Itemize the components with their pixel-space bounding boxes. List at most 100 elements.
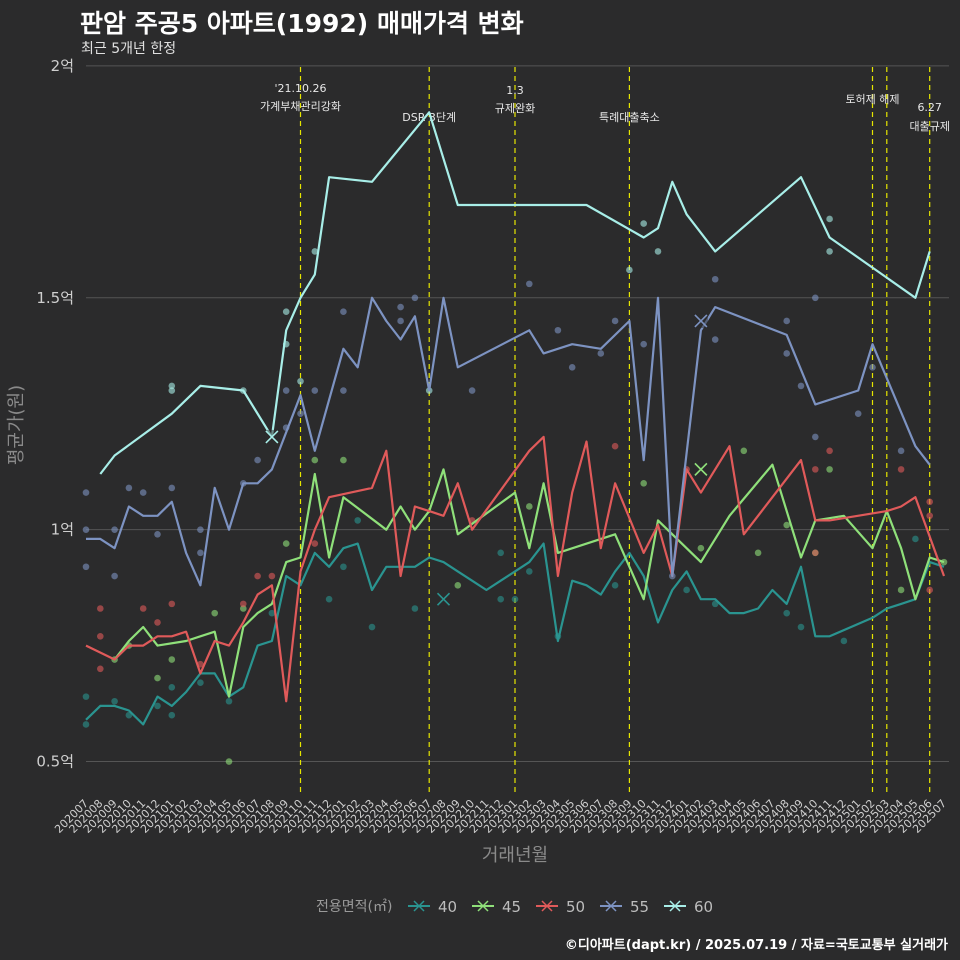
event-label: 6.27: [917, 101, 942, 114]
data-point-55: [711, 336, 719, 343]
data-point-55: [812, 433, 819, 441]
data-point-55: [82, 489, 90, 496]
legend-label: 60: [694, 898, 713, 916]
legend-x-glyph: [413, 900, 425, 912]
data-point-45: [740, 447, 748, 455]
y-axis-title: 평균가(원): [6, 385, 27, 465]
data-point-40: [168, 684, 176, 691]
data-point-50: [812, 466, 819, 473]
legend-item-40: 40: [408, 898, 457, 916]
legend-item-60: 60: [664, 898, 713, 916]
series-line-60: [99, 111, 931, 475]
x-marker-stroke: [436, 592, 451, 606]
data-point-40: [325, 595, 333, 603]
chart-title: 판암 주공5 아파트(1992) 매매가격 변화: [80, 9, 524, 38]
data-point-50: [926, 586, 933, 594]
x-marker-55: [693, 313, 708, 328]
data-point-55: [711, 275, 719, 283]
series-line-55: [86, 296, 931, 587]
data-point-55: [340, 308, 347, 316]
data-point-40: [168, 711, 176, 719]
data-point-40: [82, 721, 90, 728]
data-point-40: [268, 609, 276, 617]
data-point-40: [783, 609, 790, 617]
data-point-55: [168, 484, 176, 492]
data-point-50: [254, 572, 261, 580]
data-point-55: [254, 456, 261, 464]
data-point-45: [640, 479, 647, 487]
data-point-50: [97, 665, 104, 673]
data-point-50: [268, 572, 276, 580]
data-point-50: [812, 549, 819, 557]
source-credit: ©디아파트(dapt.kr) / 2025.07.19 / 자료=국토교통부 실…: [564, 938, 948, 953]
data-point-40: [154, 702, 161, 710]
legend-x-glyph: [669, 900, 681, 912]
legend-item-55: 55: [600, 898, 649, 916]
data-point-55: [797, 382, 805, 390]
data-point-55: [197, 549, 204, 557]
data-point-50: [611, 442, 619, 450]
data-point-40: [840, 637, 848, 645]
data-point-55: [282, 387, 290, 394]
data-point-55: [812, 294, 819, 302]
event-label: 가계부채관리강화: [260, 100, 341, 113]
data-point-55: [397, 317, 404, 325]
data-point-55: [611, 317, 619, 325]
data-point-50: [826, 447, 833, 455]
data-point-55: [125, 484, 133, 492]
data-point-40: [340, 563, 347, 571]
data-point-55: [597, 350, 605, 357]
x-marker-stroke: [694, 462, 708, 476]
data-point-60: [168, 387, 176, 394]
data-point-45: [697, 544, 705, 552]
data-point-55: [297, 410, 304, 418]
legend-label: 45: [502, 898, 521, 916]
data-point-60: [654, 248, 662, 255]
data-point-40: [511, 595, 519, 603]
data-point-40: [82, 693, 90, 700]
legend-item-45: 45: [472, 898, 521, 916]
data-point-45: [783, 521, 790, 529]
data-point-45: [897, 586, 905, 594]
data-point-45: [211, 609, 218, 617]
data-point-50: [154, 619, 161, 626]
y-tick-label: 1억: [51, 521, 74, 539]
data-point-55: [854, 410, 862, 418]
data-point-60: [826, 248, 833, 255]
legend-x-glyph: [605, 900, 617, 912]
data-point-55: [154, 531, 161, 538]
data-point-55: [311, 387, 319, 394]
data-point-40: [497, 549, 505, 557]
data-point-45: [154, 674, 161, 682]
data-point-60: [282, 308, 290, 316]
data-point-55: [111, 572, 118, 580]
data-point-55: [468, 387, 476, 394]
data-point-50: [311, 540, 319, 547]
data-point-55: [568, 364, 576, 371]
data-point-60: [297, 377, 304, 385]
data-point-45: [225, 758, 233, 765]
y-tick-label: 2억: [51, 57, 74, 75]
y-tick-label: 1.5억: [36, 289, 74, 307]
data-point-55: [869, 364, 876, 371]
data-point-40: [912, 535, 919, 543]
data-point-50: [97, 633, 104, 640]
x-marker-60: [264, 429, 279, 444]
series-line-50: [85, 435, 946, 703]
x-marker-40: [436, 592, 451, 607]
data-point-45: [826, 466, 833, 473]
x-marker-45: [693, 462, 708, 477]
series-line-45: [113, 463, 945, 698]
data-point-50: [168, 600, 176, 608]
legend-label: 40: [438, 898, 457, 916]
data-point-40: [197, 679, 204, 686]
data-point-55: [783, 350, 790, 357]
data-point-45: [240, 605, 247, 612]
data-point-45: [282, 540, 290, 547]
event-label: 특례대출축소: [599, 111, 660, 124]
data-point-40: [354, 517, 362, 524]
data-point-40: [225, 697, 233, 705]
data-point-40: [611, 582, 619, 589]
data-point-50: [897, 466, 905, 473]
